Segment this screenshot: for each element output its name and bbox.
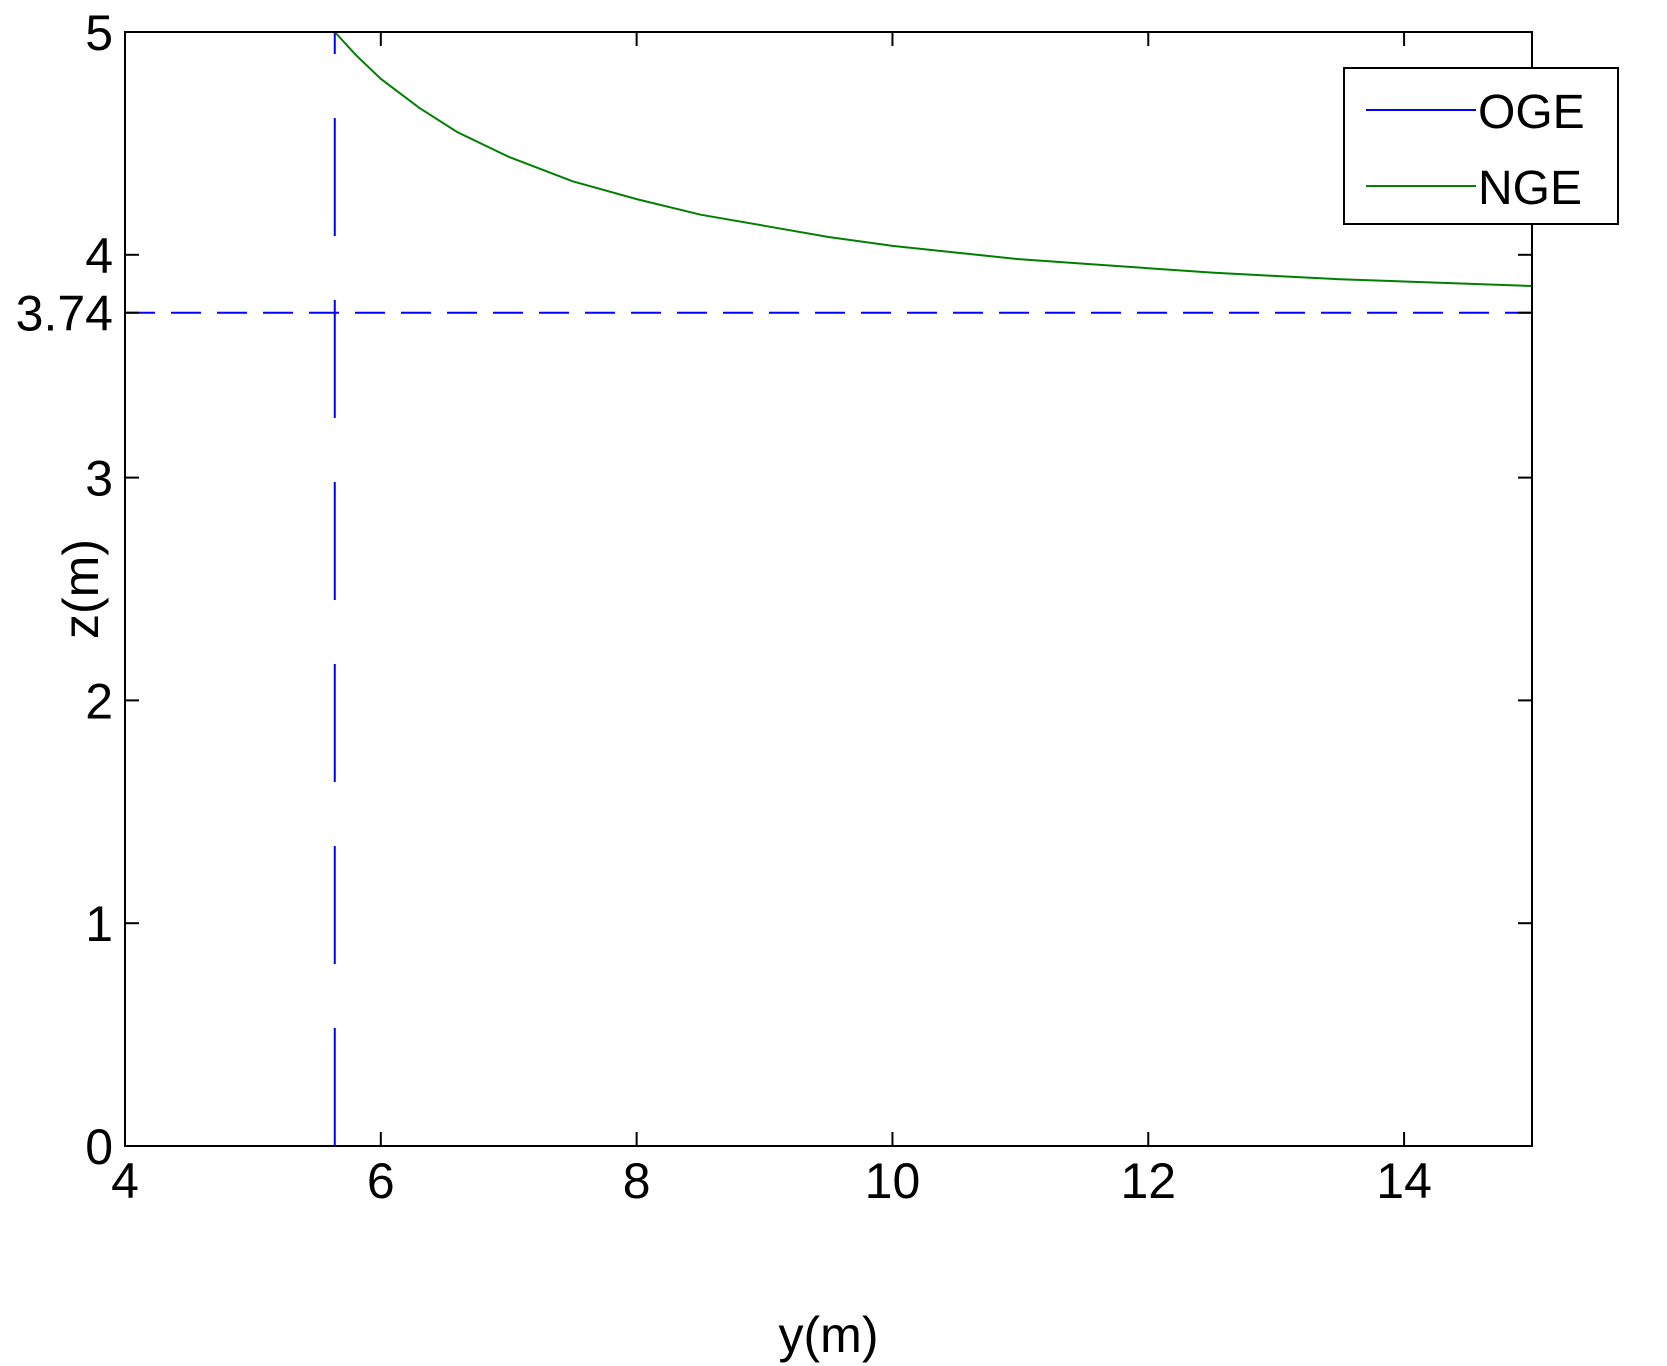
legend-box: [1343, 67, 1619, 225]
y-tick-label: 5: [85, 5, 113, 61]
labels-layer: y(m) z(m): [53, 539, 878, 1363]
x-tick-label: 10: [865, 1153, 921, 1209]
x-tick-label: 8: [623, 1153, 651, 1209]
y-tick-label: 0: [85, 1119, 113, 1175]
y-tick-label: 3: [85, 451, 113, 507]
x-axis-label: y(m): [779, 1307, 879, 1363]
x-tick-label: 12: [1120, 1153, 1176, 1209]
legend-label-oge: OGE: [1478, 86, 1585, 139]
axes-box: [124, 31, 1533, 1147]
nge-line: [334, 31, 1533, 287]
legend-label-nge: NGE: [1478, 162, 1582, 215]
x-tick-label: 14: [1376, 1153, 1432, 1209]
legend: OGE NGE: [1343, 67, 1619, 225]
y-tick-label: 4: [85, 228, 113, 284]
y-tick-label: 1: [85, 896, 113, 952]
series-layer: [125, 31, 1533, 1146]
x-tick-label: 4: [111, 1153, 139, 1209]
x-tick-label: 6: [367, 1153, 395, 1209]
y-tick-label: 2: [85, 673, 113, 729]
y-tick-label: 3.74: [16, 286, 113, 342]
y-axis-label: z(m): [53, 539, 109, 639]
